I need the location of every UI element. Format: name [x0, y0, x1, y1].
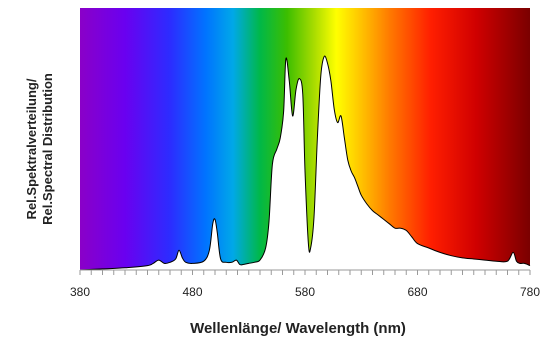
x-tick-label: 380 — [70, 285, 90, 299]
x-tick-label: 580 — [295, 285, 315, 299]
x-tick-label: 780 — [520, 285, 540, 299]
x-axis-title: Wellenlänge/ Wavelength (nm) — [190, 320, 406, 337]
y-axis-title: Rel.Spektralverteilung/ Rel.Spectral Dis… — [24, 73, 55, 225]
x-minor-ticks — [79, 270, 531, 275]
y-axis-title-line-1: Rel.Spektralverteilung/ — [24, 78, 39, 219]
x-tick-labels: 380 480 580 680 780 — [70, 285, 540, 299]
x-tick-label: 480 — [182, 285, 202, 299]
spectral-distribution-line — [79, 55, 531, 271]
x-tick-label: 680 — [407, 285, 427, 299]
spectral-distribution-area — [80, 56, 530, 271]
y-axis-title-line-2: Rel.Spectral Distribution — [40, 73, 55, 225]
